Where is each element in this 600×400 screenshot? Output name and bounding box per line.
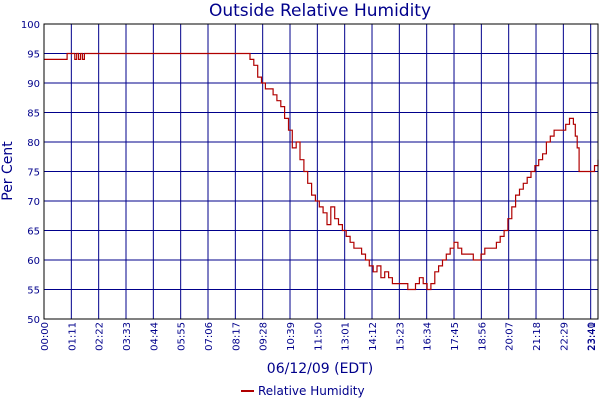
y-tick-label: 50 — [27, 315, 40, 326]
y-tick-label: 95 — [27, 50, 40, 61]
grid — [44, 24, 598, 319]
x-tick-labels: 00:00 01:11 02:22 03:33 04:44 05:55 07:06 08:17… — [40, 322, 598, 351]
x-tick-label: 17:45 — [450, 322, 461, 351]
series-line-relative-humidity — [44, 52, 599, 291]
x-tick-label: 22:29 — [559, 322, 570, 351]
x-tick-label: 20:07 — [505, 322, 516, 351]
y-tick-label: 65 — [27, 227, 40, 238]
x-tick-label: 23:41 — [587, 322, 598, 351]
x-tick-label: 11:50 — [313, 322, 324, 351]
x-tick-label: 02:22 — [95, 322, 106, 351]
legend-label: Relative Humidity — [258, 384, 365, 398]
x-tick-label: 14:12 — [368, 322, 379, 351]
x-tick-label: 05:55 — [177, 322, 188, 351]
x-tick-label: 09:28 — [259, 322, 270, 351]
x-tick-label: 10:39 — [286, 322, 297, 351]
y-axis-label: Per Cent — [0, 141, 16, 201]
x-tick-label: 21:18 — [532, 322, 543, 351]
series-lines — [44, 52, 599, 291]
x-tick-label: 13:01 — [341, 322, 352, 351]
y-tick-label: 85 — [27, 109, 40, 120]
y-tick-label: 75 — [27, 168, 40, 179]
y-tick-label: 60 — [27, 256, 40, 267]
plot-frame — [43, 23, 599, 320]
legend: Relative Humidity — [241, 384, 365, 398]
x-tick-label: 08:17 — [231, 322, 242, 351]
x-tick-label: 16:34 — [423, 322, 434, 351]
y-tick-label: 90 — [27, 79, 40, 90]
chart-title: Outside Relative Humidity — [209, 1, 431, 21]
y-tick-label: 70 — [27, 197, 40, 208]
x-tick-label: 15:23 — [395, 322, 406, 351]
x-tick-label: 03:33 — [122, 322, 133, 351]
x-tick-label: 07:06 — [204, 322, 215, 351]
x-axis-label: 06/12/09 (EDT) — [267, 361, 373, 377]
y-tick-label: 80 — [27, 138, 40, 149]
y-tick-labels: 50 55 60 65 70 75 80 85 90 95 100 — [21, 20, 40, 326]
x-tick-label: 01:11 — [67, 322, 78, 351]
y-tick-label: 100 — [21, 20, 40, 31]
x-tick-label: 23:40 — [587, 322, 598, 351]
x-tick-label: 04:44 — [149, 322, 160, 351]
x-tick-label: 18:56 — [477, 322, 488, 351]
y-tick-label: 55 — [27, 286, 40, 297]
x-tick-label: 00:00 — [40, 322, 51, 351]
